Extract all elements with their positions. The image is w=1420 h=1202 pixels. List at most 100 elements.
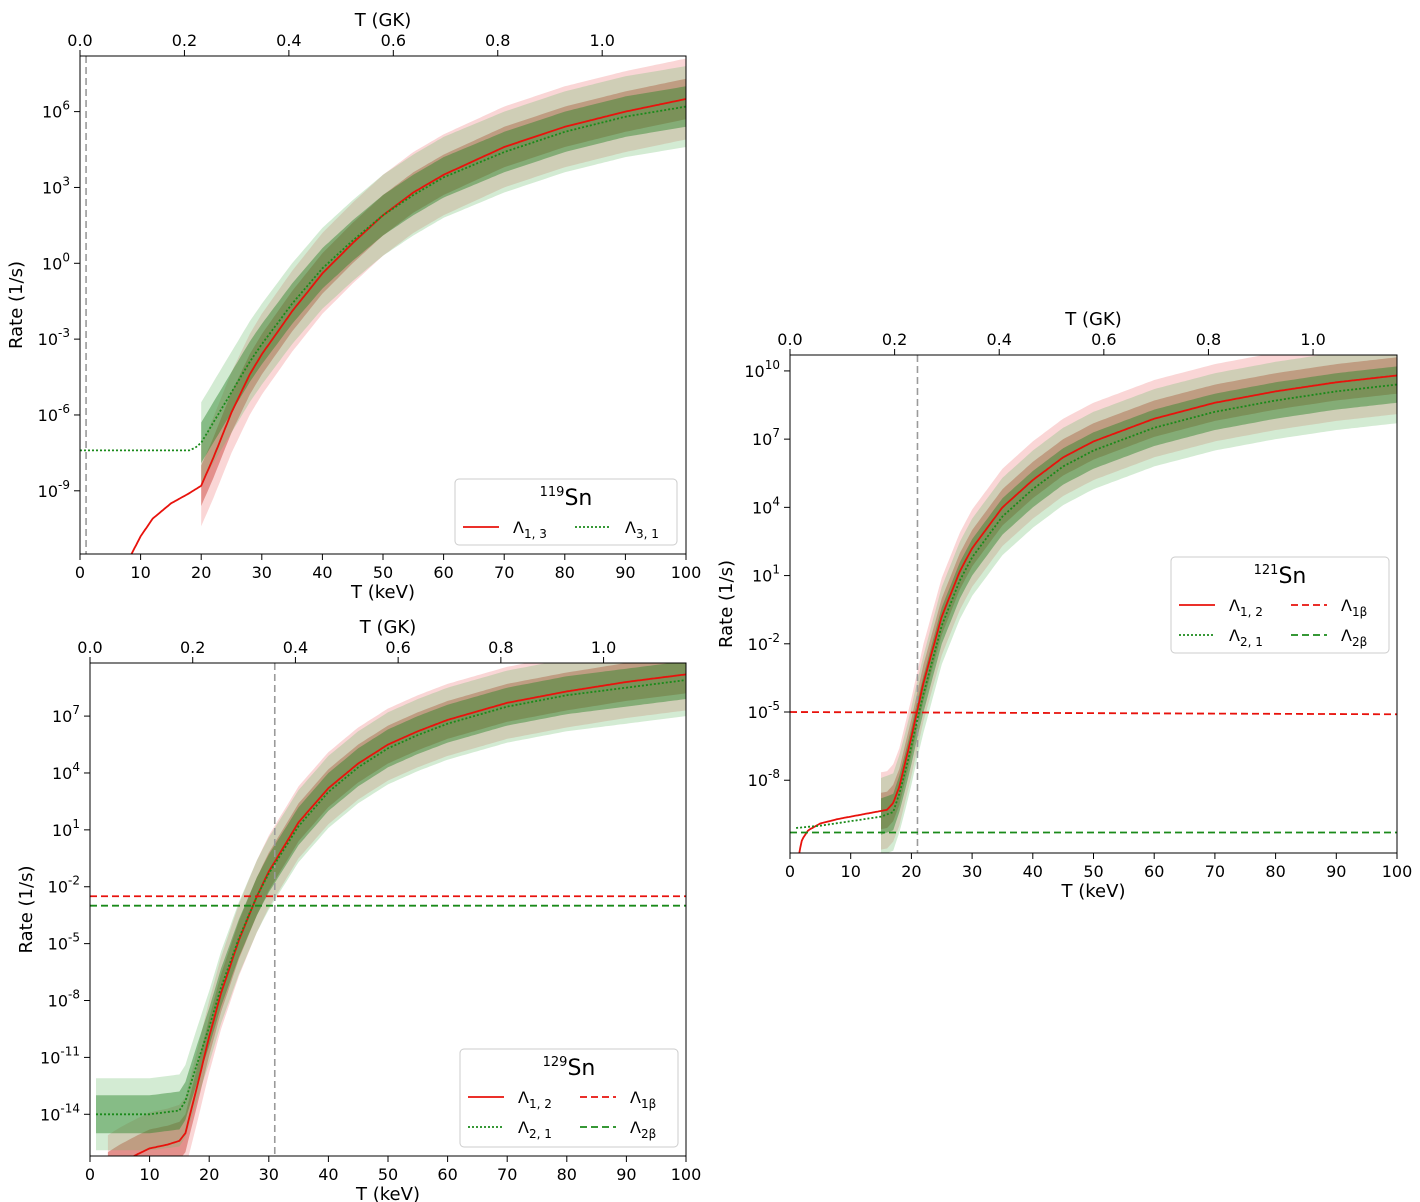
legend-label-Λ1,2: Λ1, 2 bbox=[1229, 596, 1263, 619]
x2-axis-label: T (GK) bbox=[359, 617, 417, 638]
panel-sn121: 0 10 20 30 40 50 60 70 80 90 100 0.0 0.2 0.4 0.6 0.8 1.0… bbox=[716, 309, 1412, 902]
x-tick-label: 100 bbox=[671, 563, 702, 582]
y-tick-label: 107 bbox=[52, 703, 80, 726]
x-tick-label: 90 bbox=[616, 1165, 636, 1184]
legend-label-Λ2β: Λ2β bbox=[1341, 626, 1367, 649]
x-axis-label: T (keV) bbox=[1061, 881, 1126, 902]
x2-tick-label: 1.0 bbox=[591, 638, 616, 657]
y-tick-label: 10-6 bbox=[38, 402, 70, 425]
series-line-Λ1,3 bbox=[130, 98, 686, 554]
plot-area bbox=[790, 355, 1397, 853]
band-outer-Λ2,1 bbox=[96, 663, 686, 1151]
legend-label-Λ1,3: Λ1, 3 bbox=[513, 518, 547, 541]
x-tick-label: 20 bbox=[199, 1165, 219, 1184]
x2-axis-label: T (GK) bbox=[354, 10, 412, 31]
legend-box bbox=[1170, 556, 1390, 654]
x-tick-label: 60 bbox=[1144, 862, 1164, 881]
y-tick-label: 10-8 bbox=[48, 988, 80, 1011]
x-tick-label: 50 bbox=[373, 563, 393, 582]
y-axis-label: Rate (1/s) bbox=[716, 560, 737, 648]
x2-axis-label: T (GK) bbox=[1064, 309, 1122, 330]
legend: 119Sn Λ1, 3 Λ3, 1 bbox=[454, 478, 678, 546]
x-tick-label: 70 bbox=[497, 1165, 517, 1184]
x2-tick-label: 1.0 bbox=[1300, 330, 1325, 349]
x-axis-label: T (keV) bbox=[355, 1184, 420, 1202]
x-tick-label: 10 bbox=[130, 563, 150, 582]
x2-tick-label: 0.6 bbox=[381, 31, 406, 50]
x-tick-label: 80 bbox=[555, 563, 575, 582]
x-tick-label: 40 bbox=[312, 563, 332, 582]
legend-label-Λ1,2: Λ1, 2 bbox=[518, 1088, 552, 1111]
legend-label-Λ1β: Λ1β bbox=[630, 1088, 656, 1111]
x-tick-label: 100 bbox=[1382, 862, 1413, 881]
x-tick-label: 50 bbox=[378, 1165, 398, 1184]
x2-tick-label: 0.4 bbox=[283, 638, 308, 657]
x2-tick-label: 0.2 bbox=[882, 330, 907, 349]
y-tick-label: 107 bbox=[752, 426, 780, 449]
legend: 129Sn Λ1, 2 Λ2, 1 Λ1β Λ2β bbox=[459, 1048, 679, 1148]
x-tick-label: 80 bbox=[557, 1165, 577, 1184]
band-inner-Λ1,3 bbox=[201, 78, 686, 507]
x2-tick-label: 0.8 bbox=[485, 31, 510, 50]
series-line-Λ1β bbox=[790, 711, 1397, 716]
x-tick-label: 30 bbox=[252, 563, 272, 582]
band-outer-Λ1,2 bbox=[107, 663, 686, 1156]
legend-title: 119Sn bbox=[540, 485, 593, 511]
legend-label-Λ2,1: Λ2, 1 bbox=[518, 1118, 552, 1141]
y-tick-label: 10-5 bbox=[748, 699, 780, 722]
legend-label-Λ1β: Λ1β bbox=[1341, 596, 1367, 619]
y-tick-label: 1010 bbox=[744, 358, 780, 381]
x2-tick-label: 0.6 bbox=[1091, 330, 1116, 349]
band-inner-Λ2,1 bbox=[96, 663, 686, 1134]
y-tick-label: 104 bbox=[52, 760, 80, 783]
x-tick-label: 50 bbox=[1083, 862, 1103, 881]
x-tick-label: 40 bbox=[318, 1165, 338, 1184]
y-tick-label: 10-2 bbox=[748, 631, 780, 654]
x2-tick-label: 0.8 bbox=[488, 638, 513, 657]
legend-box bbox=[454, 478, 678, 546]
x2-tick-label: 0.0 bbox=[777, 330, 802, 349]
legend-label-Λ2,1: Λ2, 1 bbox=[1229, 626, 1263, 649]
legend-label-Λ2β: Λ2β bbox=[630, 1118, 656, 1141]
y-tick-label: 10-3 bbox=[38, 326, 70, 349]
x-tick-label: 20 bbox=[901, 862, 921, 881]
band-outer-Λ1,2 bbox=[881, 355, 1397, 850]
x-tick-label: 100 bbox=[671, 1165, 702, 1184]
legend-box bbox=[459, 1048, 679, 1148]
x-tick-label: 0 bbox=[85, 1165, 95, 1184]
legend-title: 121Sn bbox=[1254, 563, 1307, 589]
band-outer-Λ1,3 bbox=[201, 58, 686, 527]
x-tick-label: 60 bbox=[433, 563, 453, 582]
series-line-Λ2,1 bbox=[795, 383, 1397, 829]
x-axis-label: T (keV) bbox=[350, 582, 415, 603]
y-tick-label: 101 bbox=[52, 817, 80, 840]
y-tick-label: 10-9 bbox=[38, 478, 70, 501]
y-axis-label: Rate (1/s) bbox=[6, 261, 27, 349]
legend-label-Λ3,1: Λ3, 1 bbox=[625, 518, 659, 541]
panel-sn129: 0 10 20 30 40 50 60 70 80 90 100 0.0 0.2 0.4 0.6 0.8 1.0… bbox=[16, 617, 701, 1202]
x2-tick-label: 0.2 bbox=[172, 31, 197, 50]
panel-sn119: 0 10 20 30 40 50 60 70 80 90 100 0.0 0.2 0.4 0.6 0.8 1.0… bbox=[6, 10, 701, 603]
y-tick-label: 100 bbox=[42, 250, 70, 273]
x2-tick-label: 1.0 bbox=[589, 31, 614, 50]
plot-area bbox=[80, 56, 686, 554]
y-tick-label: 101 bbox=[752, 563, 780, 586]
x-tick-label: 0 bbox=[785, 862, 795, 881]
x2-tick-label: 0.4 bbox=[276, 31, 301, 50]
legend-title: 129Sn bbox=[543, 1055, 596, 1081]
x2-tick-label: 0.0 bbox=[67, 31, 92, 50]
legend: 121Sn Λ1, 2 Λ2, 1 Λ1β Λ2β bbox=[1170, 556, 1390, 654]
x-tick-label: 40 bbox=[1023, 862, 1043, 881]
x-tick-label: 80 bbox=[1265, 862, 1285, 881]
plot-area bbox=[90, 663, 686, 1156]
y-tick-label: 10-14 bbox=[40, 1101, 80, 1124]
x2-tick-label: 0.8 bbox=[1196, 330, 1221, 349]
x2-tick-label: 0.6 bbox=[385, 638, 410, 657]
x2-tick-label: 0.4 bbox=[986, 330, 1011, 349]
x2-tick-label: 0.0 bbox=[77, 638, 102, 657]
x-tick-label: 90 bbox=[615, 563, 635, 582]
x-tick-label: 70 bbox=[1205, 862, 1225, 881]
y-tick-label: 10-2 bbox=[48, 874, 80, 897]
x-tick-label: 10 bbox=[841, 862, 861, 881]
